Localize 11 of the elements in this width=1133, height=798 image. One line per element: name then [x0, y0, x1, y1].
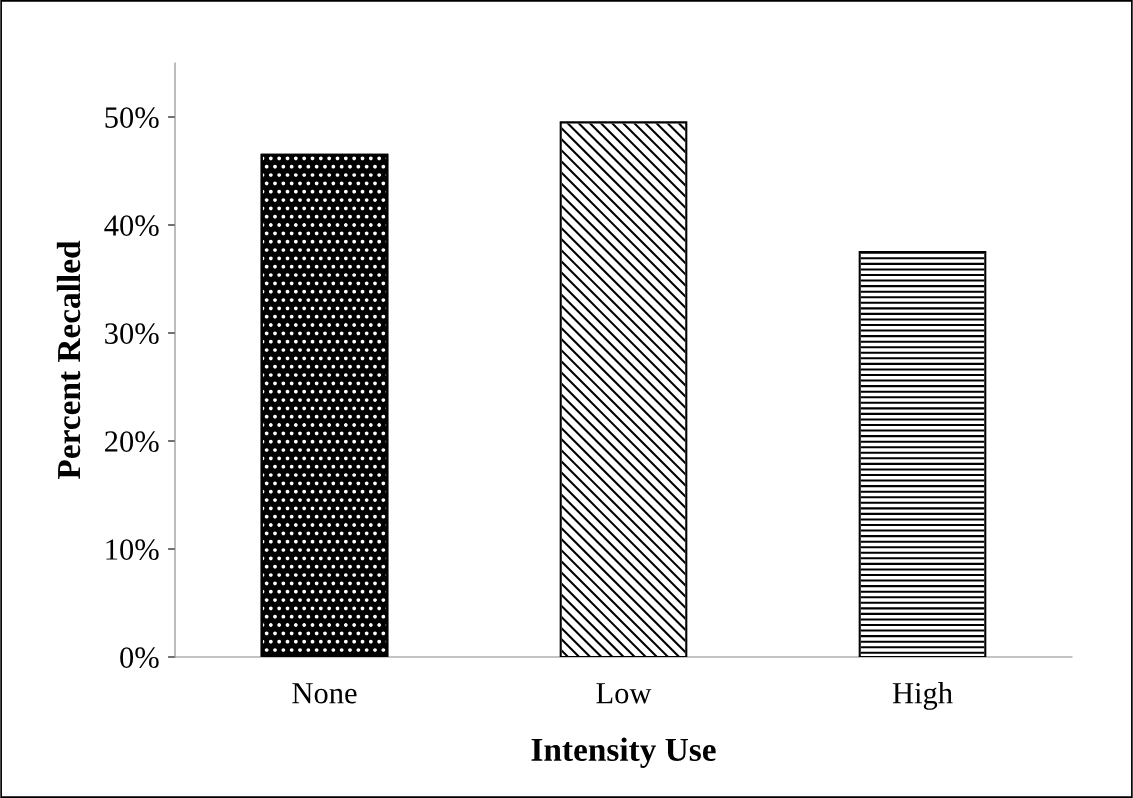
y-tick-label: 30%: [105, 323, 159, 344]
y-tick-label: 20%: [105, 431, 159, 452]
x-tick-label: Low: [596, 683, 652, 704]
y-tick-label: 50%: [105, 107, 159, 128]
x-tick-label: None: [292, 683, 357, 704]
x-axis-title: Intensity Use: [531, 737, 716, 768]
y-tick-label: 0%: [120, 647, 159, 668]
x-tick-label: High: [892, 682, 953, 710]
y-axis-title: Percent Recalled: [56, 240, 81, 479]
y-tick-label: 40%: [104, 215, 159, 236]
y-tick-label: 10%: [106, 539, 159, 560]
